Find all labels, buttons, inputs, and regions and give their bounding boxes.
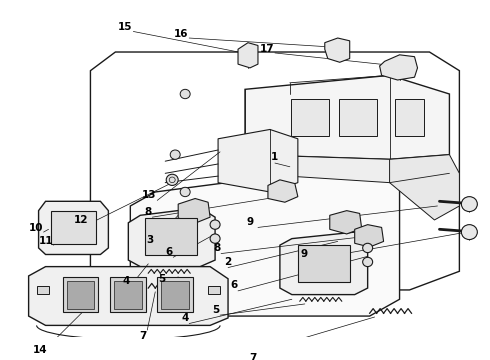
Circle shape (363, 257, 372, 267)
Bar (298, 245, 350, 283)
Polygon shape (91, 52, 460, 290)
Bar (50, 211, 97, 244)
Circle shape (363, 243, 372, 253)
Text: 4: 4 (181, 313, 189, 323)
Circle shape (169, 177, 175, 183)
Text: 5: 5 (159, 274, 166, 284)
Polygon shape (39, 201, 108, 255)
Bar (394, 99, 424, 136)
Polygon shape (355, 225, 384, 247)
Polygon shape (380, 55, 417, 80)
Text: 16: 16 (174, 29, 189, 39)
Circle shape (462, 197, 477, 212)
Circle shape (170, 150, 180, 159)
Polygon shape (245, 155, 449, 187)
Bar (157, 277, 193, 312)
Bar (37, 286, 49, 294)
Text: 8: 8 (214, 243, 220, 253)
Circle shape (180, 89, 190, 99)
Circle shape (462, 225, 477, 239)
Bar (67, 280, 95, 309)
Text: 4: 4 (122, 276, 130, 285)
Bar (63, 277, 98, 312)
Text: 11: 11 (38, 237, 53, 247)
Text: 6: 6 (230, 280, 238, 290)
Bar (291, 99, 329, 136)
Text: 14: 14 (33, 345, 48, 355)
Circle shape (180, 187, 190, 197)
Circle shape (166, 174, 178, 185)
Bar (339, 99, 377, 136)
Text: 6: 6 (166, 247, 173, 257)
Polygon shape (128, 208, 215, 267)
Text: 5: 5 (213, 305, 220, 315)
Circle shape (210, 220, 220, 229)
Bar (161, 280, 189, 309)
Circle shape (210, 234, 220, 243)
Polygon shape (218, 130, 298, 192)
Text: 12: 12 (74, 215, 89, 225)
Polygon shape (330, 211, 362, 234)
Bar (110, 277, 147, 312)
Text: 17: 17 (260, 44, 274, 54)
Bar (145, 218, 197, 255)
Polygon shape (238, 43, 258, 68)
Polygon shape (268, 180, 298, 202)
Polygon shape (280, 232, 368, 294)
Text: 13: 13 (142, 190, 156, 200)
Text: 7: 7 (140, 331, 147, 341)
Text: 9: 9 (300, 249, 307, 260)
Polygon shape (325, 38, 350, 62)
Text: 1: 1 (271, 152, 278, 162)
Bar (114, 280, 142, 309)
Polygon shape (178, 198, 210, 223)
Text: 10: 10 (28, 223, 43, 233)
Polygon shape (390, 155, 460, 220)
Polygon shape (245, 75, 449, 159)
Text: 15: 15 (118, 22, 133, 32)
Polygon shape (28, 267, 228, 325)
Text: 8: 8 (145, 207, 152, 217)
Bar (208, 286, 220, 294)
Text: 7: 7 (249, 353, 257, 360)
Text: 9: 9 (246, 217, 253, 227)
Text: 3: 3 (147, 235, 154, 244)
Text: 2: 2 (224, 257, 232, 267)
Polygon shape (130, 164, 399, 316)
